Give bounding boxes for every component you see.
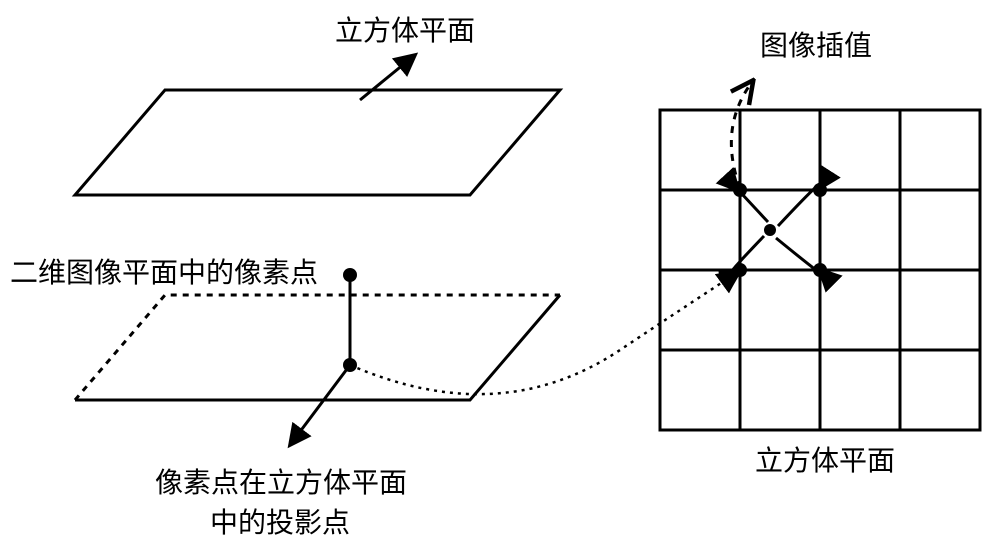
grid-node-tr bbox=[813, 183, 827, 197]
grid-node-bl bbox=[733, 263, 747, 277]
label-projection-l2: 中的投影点 bbox=[210, 507, 350, 539]
interp-center-dot bbox=[764, 224, 776, 236]
top-plane-label-arrow bbox=[360, 55, 415, 100]
label-projection-l1: 像素点在立方体平面 bbox=[155, 467, 407, 499]
label-image-interp: 图像插值 bbox=[760, 30, 872, 62]
projection-label-arrow bbox=[290, 365, 350, 445]
label-cube-plane-right: 立方体平面 bbox=[755, 445, 895, 477]
bottom-plane-dashed-edges bbox=[75, 295, 560, 400]
dotted-connector bbox=[350, 272, 738, 394]
pixel-dot bbox=[343, 268, 357, 282]
interp-label-arrow bbox=[731, 82, 752, 188]
label-cube-plane-top: 立方体平面 bbox=[335, 15, 475, 47]
grid-node-br bbox=[813, 263, 827, 277]
label-pixel-2d: 二维图像平面中的像素点 bbox=[10, 257, 318, 289]
diagram-svg: 立方体平面 二维图像平面中的像素点 图像插值 立方体平面 像素点在立方体平面 中… bbox=[0, 0, 1006, 556]
top-cube-plane bbox=[75, 90, 560, 195]
bottom-plane-solid-edges bbox=[75, 295, 560, 400]
